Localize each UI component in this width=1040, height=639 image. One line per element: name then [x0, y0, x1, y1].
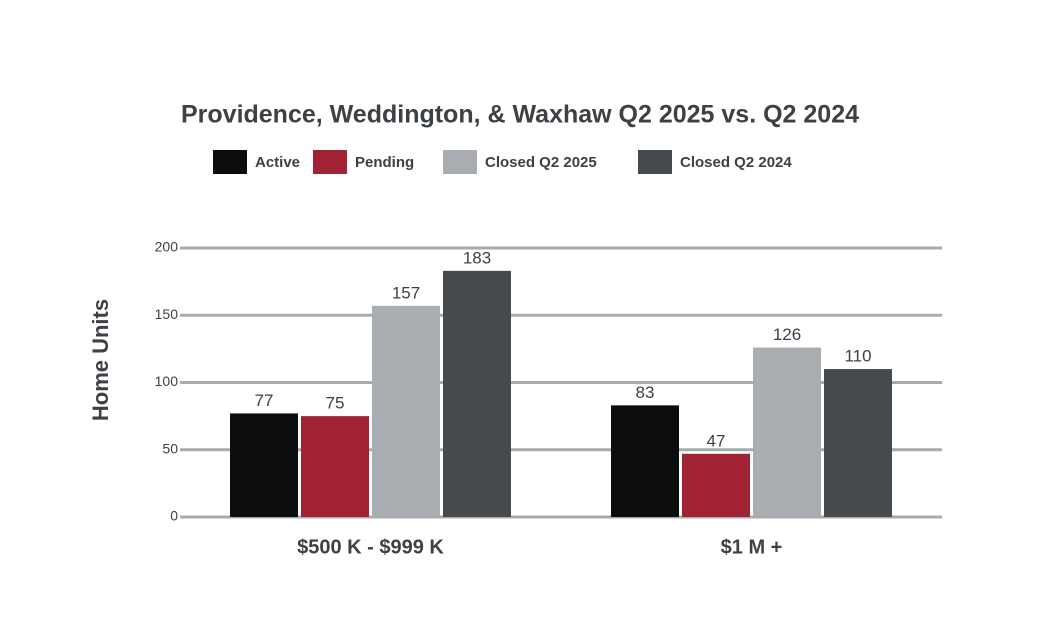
- bar: [443, 270, 511, 517]
- x-tick-label: $1 M +: [721, 536, 783, 558]
- bar: [824, 369, 892, 517]
- y-axis-label: Home Units: [88, 299, 113, 421]
- y-tick-label: 100: [155, 373, 179, 389]
- legend-label: Pending: [355, 154, 414, 171]
- bar: [682, 453, 750, 517]
- y-tick-label: 0: [170, 508, 178, 524]
- data-label: 126: [773, 325, 801, 344]
- bar: [611, 405, 679, 517]
- data-label: 157: [392, 283, 420, 302]
- bar: [301, 416, 369, 517]
- legend-swatch: [213, 150, 247, 174]
- bar: [372, 305, 440, 517]
- bar: [753, 347, 821, 517]
- legend-swatch: [638, 150, 672, 174]
- legend-label: Closed Q2 2025: [485, 154, 597, 171]
- data-label: 83: [636, 383, 655, 402]
- x-tick-label: $500 K - $999 K: [297, 536, 444, 558]
- data-label: 77: [255, 391, 274, 410]
- y-tick-label: 200: [155, 239, 179, 255]
- legend-label: Closed Q2 2024: [680, 154, 792, 171]
- legend-label: Active: [255, 154, 300, 171]
- data-label: 183: [463, 248, 491, 267]
- chart-title: Providence, Weddington, & Waxhaw Q2 2025…: [181, 101, 859, 129]
- legend-swatch: [313, 150, 347, 174]
- legend-swatch: [443, 150, 477, 174]
- y-tick-label: 50: [162, 440, 178, 456]
- y-tick-label: 150: [155, 306, 179, 322]
- bar: [230, 413, 298, 517]
- data-label: 47: [707, 431, 726, 450]
- data-label: 75: [326, 394, 345, 413]
- data-label: 110: [844, 347, 871, 366]
